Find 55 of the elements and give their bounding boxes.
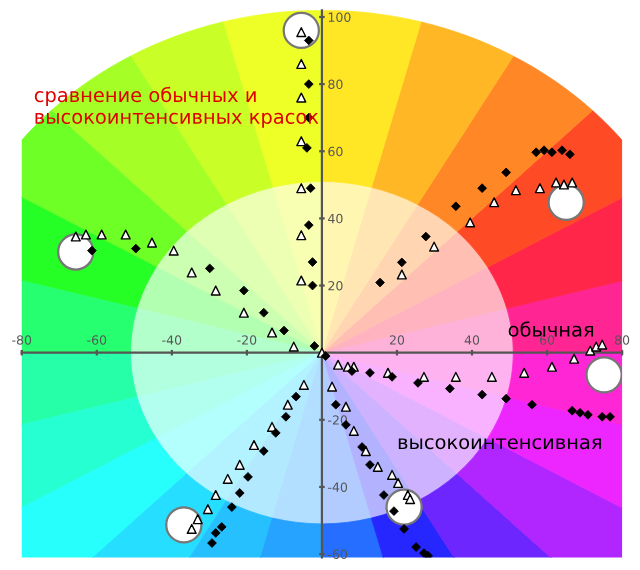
point: [120, 229, 131, 240]
point: [372, 461, 383, 472]
point: [296, 275, 307, 286]
point: [489, 197, 500, 208]
point: [550, 177, 562, 188]
point: [266, 327, 278, 338]
point: [186, 267, 197, 278]
point: [340, 401, 352, 412]
point: [585, 356, 623, 394]
point: [288, 341, 299, 352]
point: [360, 445, 371, 457]
point: [210, 285, 221, 296]
point: [568, 353, 580, 364]
point: [510, 185, 521, 196]
point: [282, 399, 293, 410]
point: [210, 489, 221, 501]
point: [546, 361, 558, 372]
point: [429, 241, 440, 252]
point: [248, 439, 260, 451]
point: [450, 371, 461, 382]
point: [332, 359, 344, 370]
point: [585, 345, 596, 356]
point: [519, 367, 530, 378]
point: [234, 459, 245, 470]
point: [80, 229, 92, 240]
point: [465, 217, 476, 228]
point: [348, 425, 359, 436]
point: [396, 269, 407, 280]
point: [418, 371, 430, 382]
point: [534, 183, 545, 194]
point: [168, 245, 179, 256]
point: [547, 183, 585, 221]
point: [597, 339, 608, 350]
point: [296, 136, 307, 147]
point: [558, 179, 570, 190]
point: [202, 504, 213, 515]
point: [386, 469, 398, 480]
point: [96, 229, 107, 240]
point: [298, 379, 309, 390]
point: [326, 381, 338, 392]
series-label: обычная: [508, 321, 594, 337]
point: [296, 92, 307, 103]
point: [238, 307, 249, 318]
point: [567, 177, 578, 188]
point: [70, 231, 81, 242]
point: [146, 237, 158, 248]
point: [282, 11, 320, 50]
point: [296, 58, 307, 70]
point: [222, 473, 233, 484]
point: [392, 477, 404, 489]
point: [192, 514, 203, 525]
point: [296, 230, 307, 241]
point: [296, 183, 307, 194]
point: [186, 523, 197, 535]
point: [486, 371, 497, 382]
